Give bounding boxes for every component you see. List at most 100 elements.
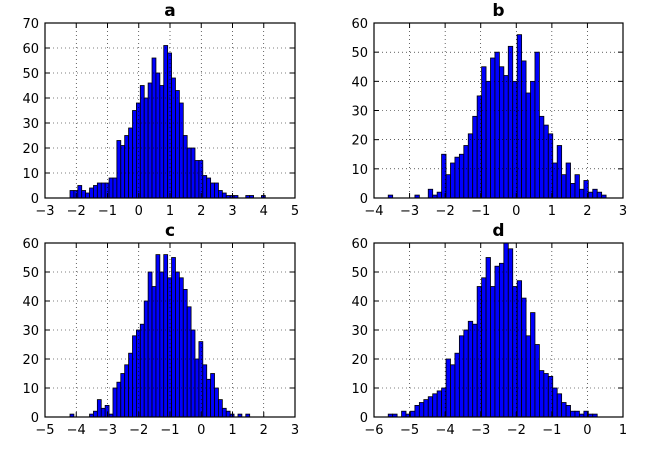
histogram-bar <box>190 329 196 418</box>
y-tick-label: 60 <box>22 42 39 57</box>
histogram-bar <box>112 387 118 418</box>
histogram-bar <box>178 277 184 418</box>
histogram-bar <box>463 329 469 418</box>
x-tick-label: 0 <box>197 423 205 438</box>
histogram-bar <box>120 373 126 418</box>
histogram-bar <box>414 404 420 418</box>
x-tick-label: 2 <box>197 204 205 219</box>
y-tick-label: 50 <box>22 67 39 82</box>
grid-lines <box>44 22 296 199</box>
histogram-bar <box>503 75 509 199</box>
histogram-bar <box>112 177 118 199</box>
histogram-bar <box>565 162 571 199</box>
histogram-bar <box>450 364 456 418</box>
x-tick-label: −5 <box>35 423 54 438</box>
histogram-bar <box>198 341 204 418</box>
histogram-bar <box>579 188 585 199</box>
histogram-bar <box>85 192 90 199</box>
histogram-bar <box>592 188 598 199</box>
y-tick-label: 20 <box>22 353 39 368</box>
histogram-bar <box>556 145 563 199</box>
y-tick-label: 20 <box>351 353 368 368</box>
histogram-bar <box>210 182 215 199</box>
x-tick-label: −4 <box>67 423 86 438</box>
histogram-bar <box>159 271 165 418</box>
histogram-bar <box>163 45 169 199</box>
histogram-bar <box>467 133 474 199</box>
histogram-bar <box>167 52 172 199</box>
histogram-bar <box>490 57 496 199</box>
y-tick-label: 70 <box>22 17 39 32</box>
histogram-bar <box>194 160 200 199</box>
subplot-title: b <box>492 1 504 21</box>
histogram-bar <box>516 280 523 418</box>
histogram-bar <box>124 364 129 418</box>
histogram-bar <box>206 378 212 418</box>
histogram-bar <box>596 191 603 199</box>
histogram-bar <box>143 300 149 418</box>
histogram-bar <box>147 82 153 199</box>
histogram-bar <box>116 381 122 418</box>
x-tick-label: 1 <box>619 423 627 438</box>
histogram-bar <box>539 115 545 199</box>
subplot-title: c <box>165 221 175 241</box>
y-tick-label: 60 <box>351 237 368 252</box>
histogram-bar <box>77 185 83 199</box>
x-tick-label: −2 <box>507 423 526 438</box>
y-tick-label: 10 <box>22 167 39 182</box>
histogram-bars <box>387 34 607 199</box>
y-tick-label: 50 <box>351 46 368 61</box>
histogram-bar <box>100 407 106 418</box>
subplot-title: a <box>164 1 175 21</box>
histogram-bar <box>565 404 571 418</box>
y-tick-label: 30 <box>22 324 39 339</box>
histogram-bar <box>139 85 145 199</box>
histogram-bar <box>194 358 200 418</box>
x-tick-label: 2 <box>583 204 591 219</box>
histogram-bar <box>574 174 580 199</box>
x-tick-label: 1 <box>548 204 556 219</box>
x-tick-label: −2 <box>67 204 86 219</box>
histogram-bar <box>167 277 172 418</box>
histogram-bar <box>116 140 122 199</box>
x-tick-label: −5 <box>400 423 419 438</box>
histogram-bar <box>574 410 580 418</box>
y-tick-label: 40 <box>351 75 368 90</box>
histogram-bar <box>570 183 576 199</box>
x-tick-label: 0 <box>135 204 143 219</box>
histogram-bar <box>175 90 180 199</box>
histogram-bar <box>206 177 212 199</box>
histogram-bar <box>210 373 215 418</box>
histogram-bar <box>198 160 204 199</box>
histogram-bar <box>454 156 460 199</box>
histogram-bar <box>481 277 487 418</box>
x-tick-label: 2 <box>260 423 268 438</box>
histogram-bar <box>128 127 133 199</box>
x-tick-label: −6 <box>364 423 383 438</box>
histogram-bar <box>221 192 227 199</box>
histogram-bar <box>89 187 94 199</box>
y-tick-label: 10 <box>351 163 368 178</box>
x-tick-label: −3 <box>98 423 117 438</box>
histogram-bar <box>401 410 407 418</box>
histogram-bar <box>120 145 126 199</box>
histogram-bar <box>561 402 567 418</box>
histogram-bar <box>132 110 137 199</box>
histogram-bar <box>182 135 188 199</box>
histogram-bar <box>182 288 188 418</box>
histogram-bar <box>507 248 514 418</box>
y-tick-label: 10 <box>351 382 368 397</box>
histogram-bar <box>521 297 527 418</box>
histogram-bar <box>427 396 434 418</box>
x-tick-label: −1 <box>471 204 490 219</box>
histogram-bar <box>214 387 219 418</box>
x-tick-label: −3 <box>400 204 419 219</box>
x-tick-label: 0 <box>512 204 520 219</box>
x-tick-label: 1 <box>228 423 236 438</box>
histogram-bar <box>516 34 523 199</box>
x-tick-label: −1 <box>98 204 117 219</box>
histogram-bar <box>498 66 505 199</box>
histogram-bar <box>539 370 545 418</box>
x-tick-label: 4 <box>260 204 268 219</box>
